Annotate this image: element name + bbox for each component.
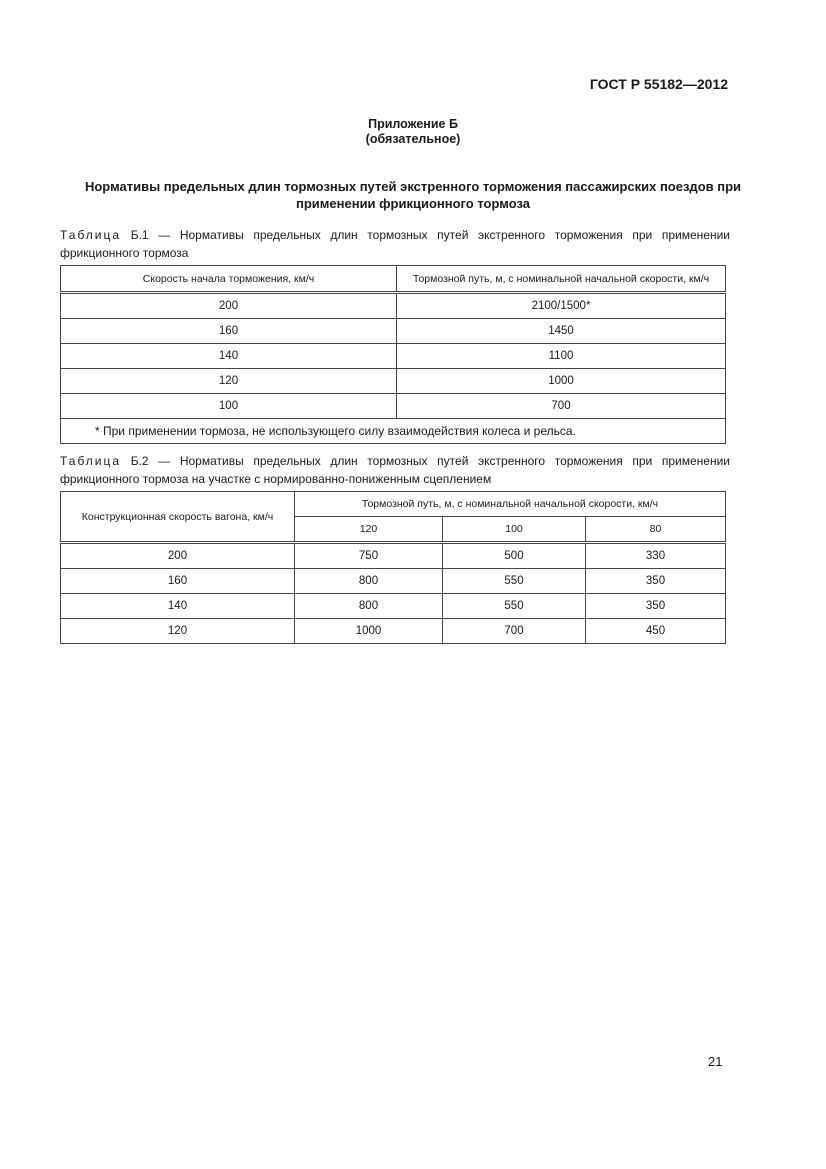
annex-title: Приложение Б (обязательное): [0, 117, 826, 147]
cell: 200: [60, 292, 397, 319]
caption-text: Б.2 — Нормативы предельных длин тормозны…: [60, 454, 730, 486]
header-cell: Скорость начала торможения, км/ч: [60, 265, 397, 294]
cell: 120: [60, 618, 295, 644]
header-cell: Тормозной путь, м, с номинальной начальн…: [396, 265, 726, 294]
table-subheader-row: 120 100 80: [61, 516, 726, 544]
cell: 700: [396, 393, 726, 419]
cell: 100: [60, 393, 397, 419]
cell: 160: [60, 318, 397, 344]
table1-caption: Таблица Б.1 — Нормативы предельных длин …: [60, 226, 730, 262]
table-row: 120 1000 700 450: [60, 618, 726, 644]
cell: 140: [60, 593, 295, 619]
cell: 550: [442, 568, 586, 594]
section-heading: Нормативы предельных длин тормозных путе…: [84, 179, 742, 211]
cell: 1450: [396, 318, 726, 344]
cell: 500: [442, 542, 586, 569]
cell: 160: [60, 568, 295, 594]
table-row: 140 800 550 350: [60, 593, 726, 619]
table-row: 200 750 500 330: [60, 542, 726, 569]
cell: 350: [585, 568, 726, 594]
annex-status: (обязательное): [365, 132, 461, 146]
page-number: 21: [708, 1054, 723, 1069]
table-row: 200 2100/1500*: [60, 292, 726, 319]
document-id: ГОСТ Р 55182—2012: [589, 76, 728, 92]
cell: 750: [294, 542, 443, 569]
table-row: 100 700: [60, 393, 726, 419]
table-row: 160 800 550 350: [60, 568, 726, 594]
cell: 1100: [396, 343, 726, 369]
table-row: 120 1000: [60, 368, 726, 394]
cell: 2100/1500*: [396, 292, 726, 319]
cell: 550: [442, 593, 586, 619]
table-row: 160 1450: [60, 318, 726, 344]
cell: 140: [60, 343, 397, 369]
subheader-cell: 100: [442, 516, 586, 544]
cell: 120: [60, 368, 397, 394]
caption-text: Б.1 — Нормативы предельных длин тормозны…: [60, 228, 730, 260]
annex-name: Приложение Б: [368, 117, 458, 131]
cell: 700: [442, 618, 586, 644]
cell: 200: [60, 542, 295, 569]
header-group-cell: Тормозной путь, м, с номинальной начальн…: [294, 491, 726, 517]
footnote-row: * При применении тормоза, не использующе…: [60, 418, 726, 444]
table-label: Таблица: [60, 228, 122, 242]
table-label: Таблица: [60, 454, 122, 468]
cell: 1000: [294, 618, 443, 644]
cell: 800: [294, 568, 443, 594]
header-cell: Конструкционная скорость вагона, км/ч: [60, 491, 295, 544]
cell: 800: [294, 593, 443, 619]
cell: 1000: [396, 368, 726, 394]
table-header-row: Скорость начала торможения, км/ч Тормозн…: [60, 265, 726, 294]
subheader-cell: 80: [585, 516, 726, 544]
cell: 350: [585, 593, 726, 619]
subheader-cell: 120: [294, 516, 443, 544]
table-row: 140 1100: [60, 343, 726, 369]
footnote: * При применении тормоза, не использующе…: [60, 418, 726, 444]
table2-caption: Таблица Б.2 — Нормативы предельных длин …: [60, 452, 730, 488]
table-b1: Скорость начала торможения, км/ч Тормозн…: [60, 265, 726, 444]
cell: 330: [585, 542, 726, 569]
table-b2: Конструкционная скорость вагона, км/ч То…: [60, 491, 726, 644]
cell: 450: [585, 618, 726, 644]
table-header-row: Конструкционная скорость вагона, км/ч То…: [60, 491, 726, 544]
